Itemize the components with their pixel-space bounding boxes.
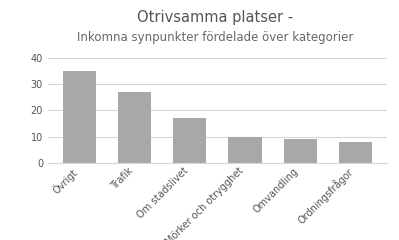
Bar: [63, 71, 96, 163]
Bar: [284, 139, 316, 163]
Bar: [119, 92, 151, 163]
Text: Inkomna synpunkter fördelade över kategorier: Inkomna synpunkter fördelade över katego…: [77, 31, 354, 44]
Bar: [339, 142, 371, 163]
Bar: [174, 118, 206, 163]
Bar: [229, 137, 261, 163]
Text: Otrivsamma platser -: Otrivsamma platser -: [137, 10, 294, 25]
